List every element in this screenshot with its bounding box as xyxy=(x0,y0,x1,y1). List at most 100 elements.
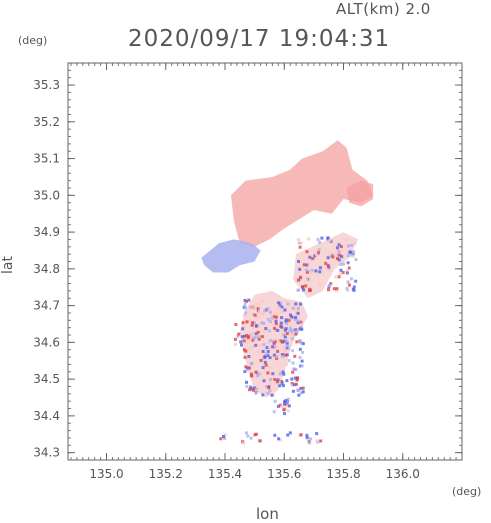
speckle-cell xyxy=(350,250,354,254)
speckle-cell xyxy=(291,389,295,393)
speckle-cell xyxy=(272,353,276,357)
speckle-cell xyxy=(264,308,268,312)
speckle-cell xyxy=(243,302,247,306)
speckle-cell xyxy=(266,391,270,395)
speckle-cell xyxy=(281,384,285,388)
speckle-cell xyxy=(298,355,302,359)
speckle-cell xyxy=(255,387,259,391)
speckle-cell xyxy=(320,236,324,240)
speckle-cell xyxy=(285,379,289,383)
speckle-cell xyxy=(280,353,284,356)
speckle-cell xyxy=(273,399,277,403)
speckle-cell xyxy=(247,368,251,372)
speckle-cell xyxy=(243,370,247,374)
speckle-cell xyxy=(252,386,256,390)
speckle-cell xyxy=(291,349,295,353)
speckle-cell xyxy=(311,257,315,261)
speckle-cell xyxy=(285,332,289,335)
speckle-cell xyxy=(269,339,272,343)
y-tick-label: 34.8 xyxy=(33,262,60,276)
x-axis-unit: (deg) xyxy=(452,485,482,498)
speckle-cell xyxy=(234,323,238,326)
speckle-cell xyxy=(244,306,247,310)
speckle-cell xyxy=(286,409,290,413)
speckle-cell xyxy=(248,366,251,370)
speckle-cell xyxy=(290,315,294,319)
speckle-cell xyxy=(252,304,256,308)
speckle-cell xyxy=(273,326,276,330)
speckle-cell xyxy=(295,378,299,382)
speckle-cell xyxy=(324,261,328,265)
speckle-cell xyxy=(244,311,248,315)
y-tick-label: 35.1 xyxy=(33,152,60,166)
speckle-cell xyxy=(245,366,249,370)
speckle-cell xyxy=(338,253,342,257)
speckle-cell xyxy=(261,393,265,397)
speckle-cell xyxy=(291,361,295,365)
speckle-cell xyxy=(241,327,245,331)
speckle-cell xyxy=(294,302,298,306)
speckle-cell xyxy=(299,391,303,395)
speckle-cell xyxy=(334,275,338,279)
speckle-cell xyxy=(288,326,292,330)
speckle-cell xyxy=(249,385,253,389)
speckle-cell xyxy=(273,345,277,349)
speckle-cell xyxy=(279,372,283,376)
speckle-cell xyxy=(305,278,309,282)
speckle-cell xyxy=(282,333,286,337)
speckle-cell xyxy=(240,335,244,339)
speckle-cell xyxy=(247,355,251,358)
speckle-cell xyxy=(347,244,350,248)
speckle-cell xyxy=(283,412,286,416)
speckle-cell xyxy=(337,275,341,279)
speckle-cell xyxy=(266,371,270,375)
speckle-cell xyxy=(261,299,265,303)
speckle-cell xyxy=(298,347,302,351)
speckle-cell xyxy=(240,343,243,347)
speckle-cell xyxy=(299,433,303,437)
speckle-cell xyxy=(295,308,299,312)
speckle-cell xyxy=(348,250,352,254)
speckle-cell xyxy=(299,320,303,324)
speckle-cell xyxy=(297,306,300,310)
speckle-cell xyxy=(277,301,281,305)
speckle-cell xyxy=(249,306,252,310)
speckle-cell xyxy=(251,331,255,335)
speckle-cell xyxy=(245,299,249,303)
x-axis-label: lon xyxy=(256,505,279,523)
speckle-cell xyxy=(282,372,286,376)
speckle-cell xyxy=(268,312,272,316)
speckle-cell xyxy=(318,270,322,274)
y-tick-label: 34.4 xyxy=(33,409,60,423)
speckle-cell xyxy=(283,349,287,353)
speckle-cell xyxy=(332,287,336,291)
speckle-cell xyxy=(277,437,281,441)
speckle-cell xyxy=(339,272,343,276)
speckle-cell xyxy=(273,340,277,344)
speckle-cell xyxy=(257,372,261,376)
speckle-cell xyxy=(328,238,332,242)
speckle-cell xyxy=(339,262,343,266)
speckle-cell xyxy=(299,341,303,345)
speckle-cell xyxy=(294,332,298,336)
speckle-cell xyxy=(280,316,284,320)
speckle-cell xyxy=(239,340,243,344)
speckle-cell xyxy=(237,332,241,336)
speckle-cell xyxy=(257,337,261,341)
speckle-cell xyxy=(283,339,287,343)
speckle-cell xyxy=(275,324,279,328)
speckle-cell xyxy=(290,333,294,337)
speckle-cell xyxy=(268,381,272,385)
data-layer xyxy=(201,140,374,445)
speckle-cell xyxy=(346,288,350,292)
speckle-cell xyxy=(245,380,248,384)
x-tick-label: 135.8 xyxy=(326,467,360,481)
speckle-cell xyxy=(283,308,287,312)
speckle-cell xyxy=(257,311,261,315)
speckle-cell xyxy=(271,372,275,376)
speckle-cell xyxy=(290,330,294,334)
speckle-cell xyxy=(305,270,309,274)
speckle-cell xyxy=(285,322,289,326)
speckle-cell xyxy=(288,329,292,333)
